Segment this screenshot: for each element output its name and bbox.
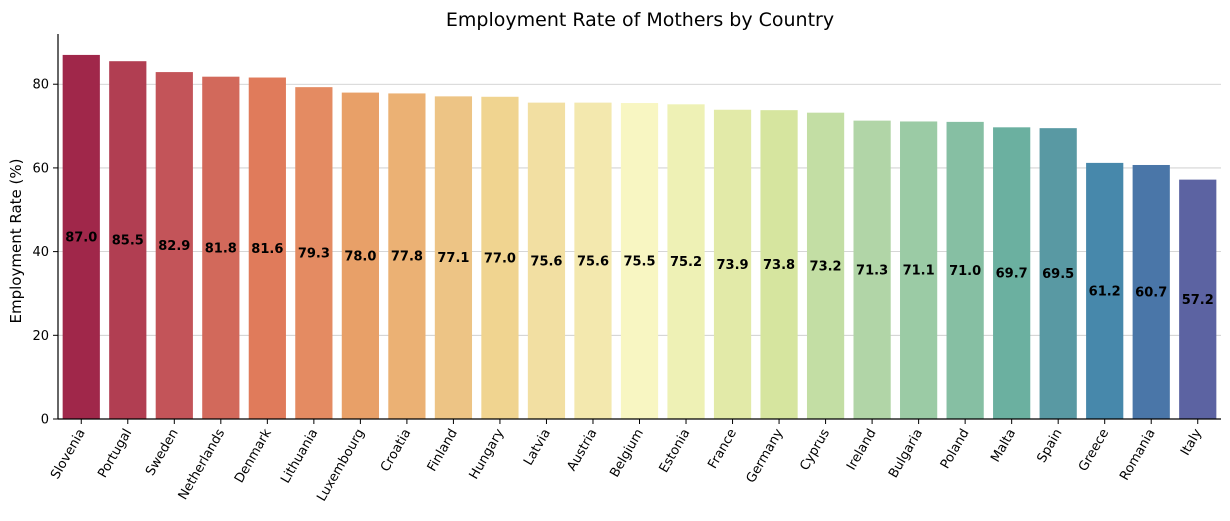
bar-value-label: 60.7 — [1135, 285, 1167, 300]
x-tick-label: Sweden — [143, 427, 182, 479]
bar — [946, 121, 984, 419]
bar — [1086, 162, 1124, 420]
bar — [295, 87, 333, 420]
bar-value-label: 73.9 — [717, 258, 749, 273]
bar-value-label: 69.7 — [996, 267, 1028, 282]
bar — [900, 121, 938, 419]
bar-value-label: 77.8 — [391, 250, 423, 265]
bar — [760, 110, 798, 420]
x-tick-label: Cyprus — [797, 426, 833, 473]
x-tick-label: Austria — [564, 427, 600, 474]
x-tick-label: Croatia — [378, 427, 414, 475]
x-tick-label: Malta — [988, 427, 1019, 466]
bar-value-label: 77.0 — [484, 251, 516, 266]
bar — [434, 96, 473, 419]
bar — [388, 93, 426, 419]
bar — [806, 112, 845, 419]
x-tick-label: Spain — [1034, 427, 1065, 466]
x-tick-label: Estonia — [657, 427, 694, 476]
bar-value-label: 81.8 — [205, 241, 237, 256]
y-tick-label: 80 — [32, 78, 49, 93]
bar — [155, 72, 193, 420]
bar — [248, 77, 286, 420]
bar — [1132, 164, 1170, 419]
bar — [993, 127, 1031, 420]
y-tick-label: 40 — [32, 245, 49, 260]
bar-value-label: 73.2 — [810, 259, 842, 274]
bar-value-label: 69.5 — [1042, 267, 1074, 282]
bar-value-label: 71.3 — [856, 263, 888, 278]
bar-value-label: 82.9 — [158, 239, 190, 254]
bar-value-label: 75.2 — [670, 255, 702, 270]
bar — [62, 54, 100, 419]
bar-value-label: 75.6 — [530, 254, 562, 269]
bar-value-label: 78.0 — [344, 249, 376, 264]
bar-value-label: 87.0 — [65, 230, 97, 245]
bar — [527, 102, 566, 419]
bar-value-label: 77.1 — [437, 251, 469, 266]
x-tick-label: Netherlands — [176, 426, 229, 502]
bar-value-label: 79.3 — [298, 247, 330, 262]
bar-value-label: 73.8 — [763, 258, 795, 273]
x-tick-label: Italy — [1178, 426, 1205, 458]
x-tick-label: Germany — [744, 426, 787, 486]
bar — [853, 120, 891, 419]
bar — [667, 104, 705, 419]
bar — [1039, 128, 1077, 420]
bar — [202, 76, 240, 419]
bar-value-label: 61.2 — [1089, 284, 1121, 299]
x-tick-label: Latvia — [521, 427, 554, 469]
x-tick-label: Slovenia — [48, 427, 89, 482]
bar — [109, 61, 147, 420]
value-labels: 87.0 85.5 82.9 81.8 81.6 79.3 78.0 77.8 77.1 77.0… — [65, 230, 1214, 307]
y-tick-label: 60 — [32, 161, 49, 176]
x-tick-label: Bulgaria — [886, 427, 926, 481]
x-tick-label: Greece — [1076, 427, 1112, 475]
x-tick-label: Belgium — [607, 427, 647, 481]
y-tick-label: 20 — [32, 329, 49, 344]
bar — [341, 92, 379, 419]
bar — [481, 96, 519, 420]
bars — [62, 54, 1217, 420]
bar-value-label: 75.5 — [623, 255, 655, 270]
bar-value-label: 71.0 — [949, 264, 981, 279]
bar-value-label: 71.1 — [903, 264, 935, 279]
x-tick-label: Romania — [1117, 427, 1158, 484]
x-tick-label: Lithuania — [278, 427, 321, 487]
x-tick-label: Hungary — [467, 426, 508, 482]
x-tick-label: Ireland — [844, 427, 879, 473]
x-tick-label: Finland — [425, 427, 461, 475]
x-tick-label: France — [705, 427, 740, 472]
bar — [574, 102, 612, 419]
x-tick-label: Denmark — [232, 426, 275, 486]
bar — [1179, 179, 1217, 419]
bar — [713, 109, 752, 419]
y-axis-label: Employment Rate (%) — [7, 159, 25, 324]
x-tick-label: Portugal — [95, 427, 135, 481]
bar-value-label: 75.6 — [577, 254, 609, 269]
bar-value-label: 57.2 — [1182, 293, 1214, 308]
bar-value-label: 81.6 — [251, 242, 283, 257]
bar — [620, 103, 659, 419]
x-tick-label: Luxembourg — [314, 427, 368, 505]
chart-title: Employment Rate of Mothers by Country — [446, 9, 834, 31]
y-ticks: 0 20 40 60 80 — [32, 78, 58, 428]
bar-value-label: 85.5 — [112, 234, 144, 249]
x-tick-label: Poland — [938, 427, 973, 472]
y-tick-label: 0 — [41, 413, 49, 428]
